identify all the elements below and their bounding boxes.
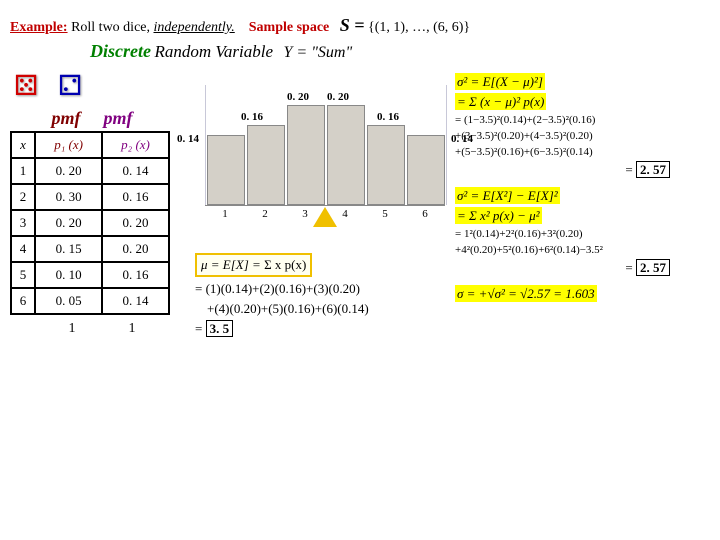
- pmf-label-2: pmf: [92, 108, 144, 129]
- column-sums: 1 1: [10, 321, 195, 337]
- mu-formula-box: μ = E[X] = Σ x p(x): [195, 253, 312, 277]
- example-text: Roll two dice,: [71, 20, 150, 35]
- table-header-row: x p₁ (x) p₂ (x): [11, 132, 169, 158]
- col-p1: p₁ (x): [35, 132, 102, 158]
- header-line-1: Example: Roll two dice, independently. S…: [10, 15, 710, 36]
- sum-p2: 1: [102, 321, 162, 337]
- die-blue-icon: ⚁: [54, 70, 86, 102]
- bar-value-1: 0. 14: [177, 133, 199, 145]
- sigma2-alt-2: = Σ x² p(x) − μ²: [455, 208, 710, 224]
- sigma2-result-2: 2. 57: [636, 259, 670, 276]
- dice-row: ⚄ ⚁: [10, 70, 195, 102]
- col-p2: p₂ (x): [102, 132, 169, 158]
- mean-marker-triangle-icon: [313, 207, 337, 227]
- pmf-header: pmf pmf: [10, 108, 195, 129]
- bar-2: [247, 125, 285, 205]
- Y-def: Y = "Sum": [284, 44, 353, 61]
- sigma2-def-1: σ² = E[(X − μ)²]: [455, 74, 710, 90]
- sigma2-result-1: 2. 57: [636, 161, 670, 178]
- random-variable: Random Variable: [154, 42, 273, 61]
- left-column: ⚄ ⚁ pmf pmf x p₁ (x) p₂ (x) 10. 200. 14 …: [10, 70, 195, 341]
- col-x: x: [11, 132, 35, 158]
- sample-space-label: Sample space: [249, 20, 330, 35]
- bar-3: [287, 105, 325, 205]
- sigma2-alt-1: σ² = E[X²] − E[X]²: [455, 188, 710, 204]
- bar-1: [207, 135, 245, 205]
- middle-column: 0. 14 0. 16 0. 20 0. 20 0. 16 0. 14 1 2 …: [195, 70, 455, 341]
- right-column: σ² = E[(X − μ)²] = Σ (x − μ)² p(x) = (1−…: [455, 70, 710, 341]
- bar-value-3: 0. 20: [287, 91, 309, 103]
- pmf-label-1: pmf: [40, 108, 92, 129]
- bar-value-5: 0. 16: [377, 111, 399, 123]
- example-label: Example:: [10, 20, 68, 35]
- die-red-icon: ⚄: [10, 70, 42, 102]
- sigma-line: σ = +√σ² = √2.57 = 1.603: [455, 286, 710, 302]
- sigma2-expand-1: = (1−3.5)²(0.14)+(2−3.5)²(0.16): [455, 114, 710, 126]
- sigma2-expand-3: +(5−3.5)²(0.16)+(6−3.5)²(0.14): [455, 146, 710, 158]
- mu-result: 3. 5: [206, 320, 234, 337]
- pmf-table: x p₁ (x) p₂ (x) 10. 200. 14 20. 300. 16 …: [10, 131, 170, 315]
- bar-6: [407, 135, 445, 205]
- bar-4: [327, 105, 365, 205]
- p2-bar-chart: 0. 14 0. 16 0. 20 0. 20 0. 16 0. 14 1 2 …: [205, 75, 445, 225]
- mu-result-eq: =: [195, 321, 202, 336]
- bar-5: [367, 125, 405, 205]
- sigma2-alt-3: = 1²(0.14)+2²(0.16)+3²(0.20): [455, 228, 710, 240]
- mu-expansion-2: +(4)(0.20)+(5)(0.16)+(6)(0.14): [207, 301, 455, 317]
- bars-container: [205, 85, 447, 205]
- table-row: 40. 150. 20: [11, 236, 169, 262]
- S-equals: S =: [340, 15, 365, 35]
- table-row: 10. 200. 14: [11, 158, 169, 184]
- discrete-label: Discrete: [90, 41, 151, 61]
- sigma2-alt-4: +4²(0.20)+5²(0.16)+6²(0.14)−3.5²: [455, 244, 710, 256]
- independently: independently.: [154, 20, 235, 35]
- mu-equations: μ = E[X] = Σ x p(x) = (1)(0.14)+(2)(0.16…: [195, 253, 455, 337]
- sigma2-expand-2: +(3−3.5)²(0.20)+(4−3.5)²(0.20): [455, 130, 710, 142]
- S-set: {(1, 1), …, (6, 6)}: [368, 20, 470, 35]
- table-row: 30. 200. 20: [11, 210, 169, 236]
- table-row: 50. 100. 16: [11, 262, 169, 288]
- sum-p1: 1: [42, 321, 102, 337]
- header-line-2: Discrete Random Variable Y = "Sum": [90, 41, 710, 62]
- sigma2-def-2: = Σ (x − μ)² p(x): [455, 94, 710, 110]
- bar-value-4: 0. 20: [327, 91, 349, 103]
- table-row: 20. 300. 16: [11, 184, 169, 210]
- bar-value-2: 0. 16: [241, 111, 263, 123]
- table-row: 60. 050. 14: [11, 288, 169, 314]
- mu-expansion-1: = (1)(0.14)+(2)(0.16)+(3)(0.20): [195, 281, 455, 297]
- bar-value-6: 0. 14: [451, 133, 473, 145]
